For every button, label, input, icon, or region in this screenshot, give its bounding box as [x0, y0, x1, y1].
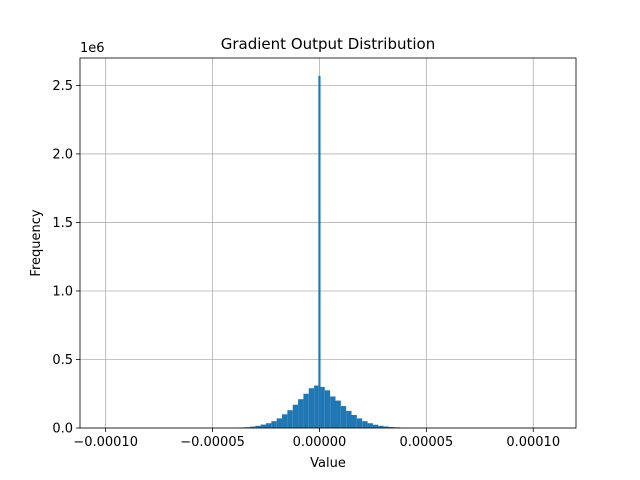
histogram-bar [308, 388, 315, 428]
histogram-bar [298, 399, 304, 428]
histogram-bar [378, 425, 384, 428]
x-axis-label: Value [310, 456, 346, 471]
plot-area-frame [79, 57, 577, 429]
histogram-bar [249, 426, 256, 428]
y-tick-label: 0.0 [52, 422, 73, 437]
histogram-bar [388, 427, 395, 428]
histogram-bar [271, 421, 277, 428]
histogram-bar [292, 404, 299, 428]
histogram-bar [260, 424, 266, 428]
plot-area-background [80, 58, 576, 428]
y-axis-offset-label: 1e6 [80, 41, 105, 56]
x-tick-label: 0.00010 [506, 435, 560, 450]
x-axis-ticks: −0.00010 −0.00005 0.00000 0.00005 0.00010 [73, 428, 560, 450]
histogram-bar [255, 425, 261, 428]
histogram-bar [244, 427, 250, 428]
x-tick-label: 0.00005 [399, 435, 453, 450]
histogram-bar [335, 400, 341, 428]
histogram-bar [330, 396, 336, 428]
histogram-bar [383, 426, 389, 428]
histogram-bar [367, 423, 373, 428]
y-tick-label: 1.0 [52, 284, 73, 299]
histogram-bar [351, 414, 357, 428]
y-tick-label: 0.5 [52, 353, 73, 368]
histogram-bar [340, 406, 347, 428]
histogram-bar [287, 410, 293, 428]
histogram-bar [320, 386, 325, 428]
x-tick-label: −0.00005 [180, 435, 245, 450]
histogram-bar [266, 423, 272, 428]
histogram-bar [303, 393, 309, 428]
histogram-bar [362, 421, 368, 428]
x-tick-label: 0.00000 [293, 435, 347, 450]
y-tick-label: 2.5 [52, 79, 73, 94]
chart-title: Gradient Output Distribution [221, 35, 435, 53]
histogram-bar [356, 418, 363, 428]
y-axis-label: Frequency [29, 209, 44, 276]
y-axis-ticks: 0.0 0.5 1.0 1.5 2.0 2.5 [52, 79, 80, 437]
histogram-bar [276, 418, 283, 428]
histogram-bar [372, 424, 379, 428]
histogram-bar [318, 75, 321, 428]
histogram-bar [282, 414, 288, 428]
x-tick-label: −0.00010 [73, 435, 138, 450]
histogram-bar [324, 390, 331, 428]
histogram-bars [233, 75, 411, 428]
histogram-bar [346, 410, 352, 428]
y-tick-label: 2.0 [52, 147, 73, 162]
y-tick-label: 1.5 [52, 216, 73, 231]
histogram-bar [314, 385, 319, 428]
